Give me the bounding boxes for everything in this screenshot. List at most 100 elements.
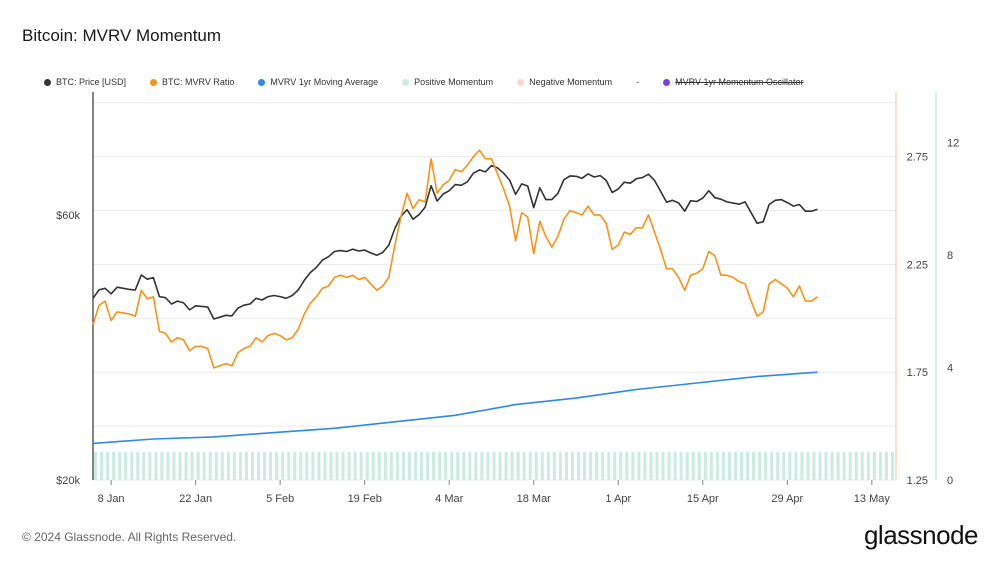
x-tick-label: 19 Feb [348,493,382,505]
momentum-bar [462,451,466,480]
momentum-bar [788,451,792,480]
momentum-bar [878,451,882,480]
momentum-bar [275,451,279,480]
legend-label-negative-momentum: Negative Momentum [529,77,613,87]
momentum-bar [244,451,248,480]
legend-item-price[interactable]: BTC: Price [USD] [44,77,126,87]
momentum-bar [679,451,683,480]
momentum-bar [625,451,629,480]
momentum-bar [583,451,587,480]
momentum-bar [124,451,128,480]
momentum-bar [413,451,417,480]
momentum-bar [776,451,780,480]
momentum-bar [190,451,194,480]
momentum-bar [347,451,351,480]
momentum-bar [709,451,713,480]
momentum-bar [293,451,297,480]
legend-item-negative-momentum[interactable]: Negative Momentum [517,77,612,87]
legend-item-moving-average[interactable]: MVRV 1yr Moving Average [258,77,378,87]
momentum-bar [196,451,200,480]
momentum-bar [486,451,490,480]
legend-label-price: BTC: Price [USD] [56,77,127,87]
x-tick-label: 18 Mar [517,493,552,505]
momentum-bar [637,451,641,480]
momentum-bar [287,451,291,480]
momentum-bar [257,451,261,480]
mvrv-tick-label: 1.25 [907,475,928,487]
momentum-bar [420,451,424,480]
momentum-bar [118,451,122,480]
legend-item-positive-momentum[interactable]: Positive Momentum [402,77,493,87]
momentum-bar [142,451,146,480]
momentum-bar [619,451,623,480]
momentum-bar [577,451,581,480]
momentum-bar [842,451,846,480]
momentum-bar [426,451,430,480]
legend-dot-negative-momentum [517,78,525,86]
chart-title: Bitcoin: MVRV Momentum [22,26,222,45]
momentum-bar [740,451,744,480]
momentum-bar [510,451,514,480]
momentum-bar [522,451,526,480]
momentum-bar [752,451,756,480]
momentum-bar [480,451,484,480]
momentum-bar [444,451,448,480]
moving-average-line [92,371,818,445]
momentum-bar [305,451,309,480]
momentum-bar [172,451,176,480]
momentum-bar [250,451,254,480]
momentum-bar [691,451,695,480]
legend-dot-positive-momentum [402,78,410,86]
legend-dot-moving-average [258,78,266,86]
momentum-bar [383,451,387,480]
price-line [92,164,818,320]
oscillator-tick-label: 12 [947,138,959,150]
momentum-bar [106,451,110,480]
momentum-bar [365,451,369,480]
momentum-bar [94,451,97,480]
momentum-bar [202,451,206,480]
glassnode-logo: glassnode [863,520,979,550]
momentum-bar [371,451,375,480]
momentum-bar [335,451,339,480]
momentum-bar [178,451,182,480]
momentum-bar [721,451,725,480]
mvrv-tick-label: 1.75 [907,367,928,379]
momentum-bar [733,451,737,480]
momentum-bar [667,451,671,480]
momentum-bar [226,451,230,480]
momentum-bar [818,451,822,480]
momentum-bar [214,451,218,480]
momentum-bar [456,451,460,480]
momentum-bar [100,451,104,480]
momentum-bar [540,451,544,480]
momentum-bar [516,451,520,480]
momentum-bar [208,451,212,480]
momentum-bar [160,451,164,480]
mvrv-tick-label: 2.75 [907,152,928,164]
x-tick-label: 22 Jan [179,493,212,505]
momentum-bar [806,451,810,480]
momentum-bar [432,451,436,480]
legend-item-mvrv[interactable]: BTC: MVRV Ratio [150,77,234,87]
momentum-bar [329,451,333,480]
momentum-bar [552,451,556,480]
legend-item-oscillator[interactable]: MVRV 1yr Momentum Oscillator [663,77,804,87]
momentum-bar [848,451,852,480]
momentum-bar [589,451,593,480]
oscillator-tick-label: 0 [947,475,953,487]
momentum-bar [395,451,399,480]
momentum-bar [130,451,134,480]
momentum-bar [884,451,888,480]
momentum-bar [782,451,786,480]
momentum-bar [136,451,140,480]
momentum-bar [341,451,345,480]
momentum-bar [281,451,285,480]
momentum-bar [727,451,731,480]
momentum-bar [770,451,774,480]
momentum-bar [794,451,798,480]
oscillator-tick-label: 8 [947,250,953,262]
x-tick-label: 4 Mar [435,493,463,505]
momentum-bar [655,451,659,480]
